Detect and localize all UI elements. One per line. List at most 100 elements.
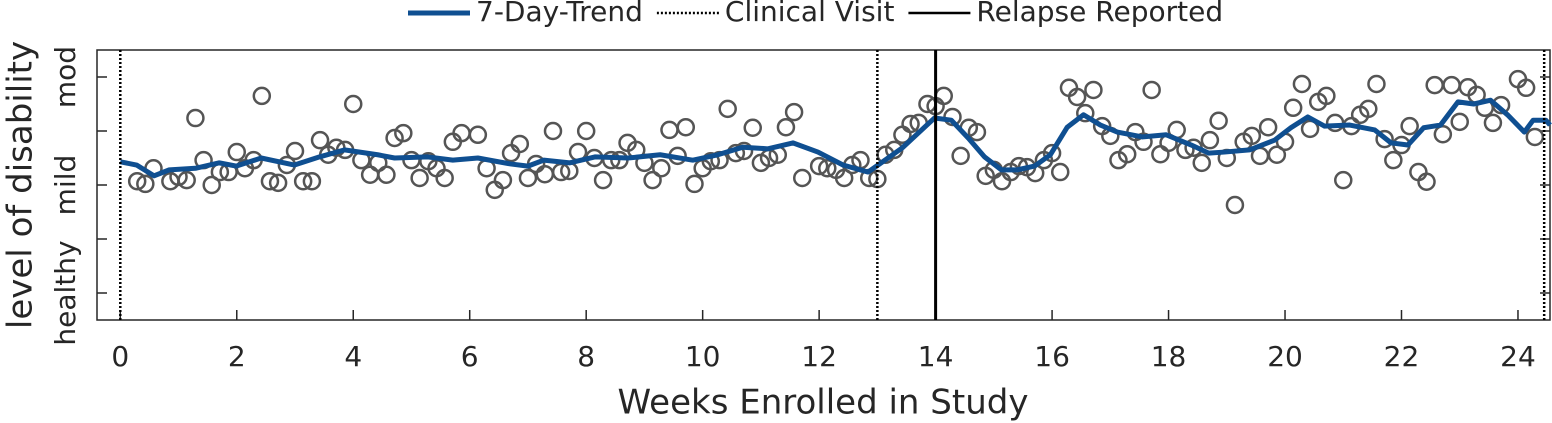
data-point bbox=[1334, 170, 1353, 190]
x-tick-label: 16 bbox=[1034, 340, 1070, 373]
data-point bbox=[1516, 78, 1536, 98]
data-point bbox=[1283, 98, 1303, 118]
data-point bbox=[743, 118, 762, 138]
data-point bbox=[1192, 153, 1211, 173]
data-point bbox=[186, 108, 205, 128]
legend-label: Relapse Reported bbox=[976, 0, 1223, 28]
y-tick-label: mild bbox=[49, 155, 82, 216]
data-point bbox=[676, 117, 696, 137]
data-point bbox=[1425, 75, 1444, 95]
data-point bbox=[701, 151, 721, 171]
data-point bbox=[776, 117, 796, 137]
data-point bbox=[1151, 144, 1170, 164]
data-point bbox=[1433, 124, 1453, 144]
data-point bbox=[992, 171, 1012, 191]
data-point bbox=[809, 156, 829, 176]
data-point bbox=[901, 114, 920, 134]
data-point bbox=[310, 130, 330, 150]
data-point bbox=[1117, 144, 1137, 164]
data-point bbox=[136, 174, 155, 194]
data-point bbox=[1483, 113, 1503, 133]
x-tick-label: 22 bbox=[1384, 340, 1420, 373]
data-point bbox=[951, 146, 970, 166]
data-point bbox=[834, 168, 854, 188]
data-point bbox=[1084, 80, 1103, 100]
data-point bbox=[1076, 103, 1095, 123]
data-point bbox=[435, 168, 454, 188]
data-point bbox=[1417, 172, 1436, 192]
data-point bbox=[1442, 75, 1461, 95]
x-tick-label: 20 bbox=[1267, 340, 1303, 373]
x-tick-label: 24 bbox=[1500, 340, 1536, 373]
data-point bbox=[1134, 132, 1153, 152]
data-point bbox=[285, 141, 305, 161]
data-point bbox=[510, 134, 530, 154]
data-point bbox=[1325, 113, 1345, 133]
data-point bbox=[967, 122, 987, 142]
data-point bbox=[177, 170, 196, 190]
data-point bbox=[652, 159, 671, 178]
data-point bbox=[1317, 86, 1336, 106]
data-point bbox=[127, 171, 147, 191]
data-point bbox=[260, 171, 280, 191]
data-point bbox=[660, 120, 679, 140]
data-point bbox=[1375, 129, 1394, 149]
data-point bbox=[518, 168, 538, 188]
data-point bbox=[410, 168, 429, 188]
data-point bbox=[1142, 80, 1161, 100]
x-tick-label: 18 bbox=[1151, 340, 1187, 373]
data-point bbox=[394, 123, 413, 143]
legend-label: 7-Day-Trend bbox=[476, 0, 643, 28]
data-point bbox=[543, 121, 563, 141]
x-tick-label: 10 bbox=[685, 340, 721, 373]
trend-line bbox=[119, 97, 1552, 179]
data-point bbox=[1050, 162, 1070, 182]
data-point bbox=[1200, 130, 1220, 150]
x-tick-label: 0 bbox=[111, 340, 129, 373]
x-tick-label: 8 bbox=[577, 340, 595, 373]
y-tick-label: mod bbox=[49, 46, 82, 108]
data-point bbox=[227, 142, 247, 162]
data-point bbox=[1359, 99, 1378, 119]
x-tick-label: 6 bbox=[461, 340, 479, 373]
data-point bbox=[643, 170, 662, 190]
data-point bbox=[385, 128, 404, 148]
data-point bbox=[818, 159, 837, 178]
data-point bbox=[377, 165, 396, 184]
data-point bbox=[1367, 74, 1386, 94]
data-point bbox=[1258, 117, 1278, 137]
data-point bbox=[202, 175, 221, 195]
data-point bbox=[576, 121, 596, 141]
data-point bbox=[1267, 145, 1287, 165]
x-tick-label: 2 bbox=[228, 340, 246, 373]
data-point bbox=[402, 150, 421, 170]
data-point bbox=[718, 99, 737, 119]
data-point bbox=[1400, 116, 1419, 136]
data-point bbox=[1242, 126, 1262, 146]
data-point bbox=[535, 164, 555, 184]
data-point bbox=[302, 171, 322, 191]
data-point bbox=[1042, 143, 1062, 163]
x-tick-label: 4 bbox=[344, 340, 362, 373]
data-point bbox=[1525, 127, 1545, 147]
data-point bbox=[1384, 150, 1403, 170]
data-point bbox=[593, 170, 613, 190]
data-point bbox=[784, 102, 804, 122]
data-point bbox=[252, 86, 272, 106]
data-point bbox=[685, 174, 704, 194]
data-point bbox=[934, 86, 954, 106]
data-point bbox=[268, 173, 288, 193]
data-point bbox=[1292, 74, 1312, 94]
data-point bbox=[1209, 111, 1228, 130]
data-point bbox=[501, 143, 521, 163]
y-axis-title: level of disability bbox=[1, 41, 41, 329]
data-point bbox=[1225, 195, 1245, 215]
data-point bbox=[468, 125, 488, 145]
legend-label: Clinical Visit bbox=[725, 0, 895, 28]
data-point bbox=[792, 168, 812, 188]
data-point bbox=[293, 171, 313, 191]
data-point bbox=[1450, 112, 1469, 132]
data-point bbox=[1067, 87, 1087, 107]
data-point bbox=[493, 170, 513, 190]
